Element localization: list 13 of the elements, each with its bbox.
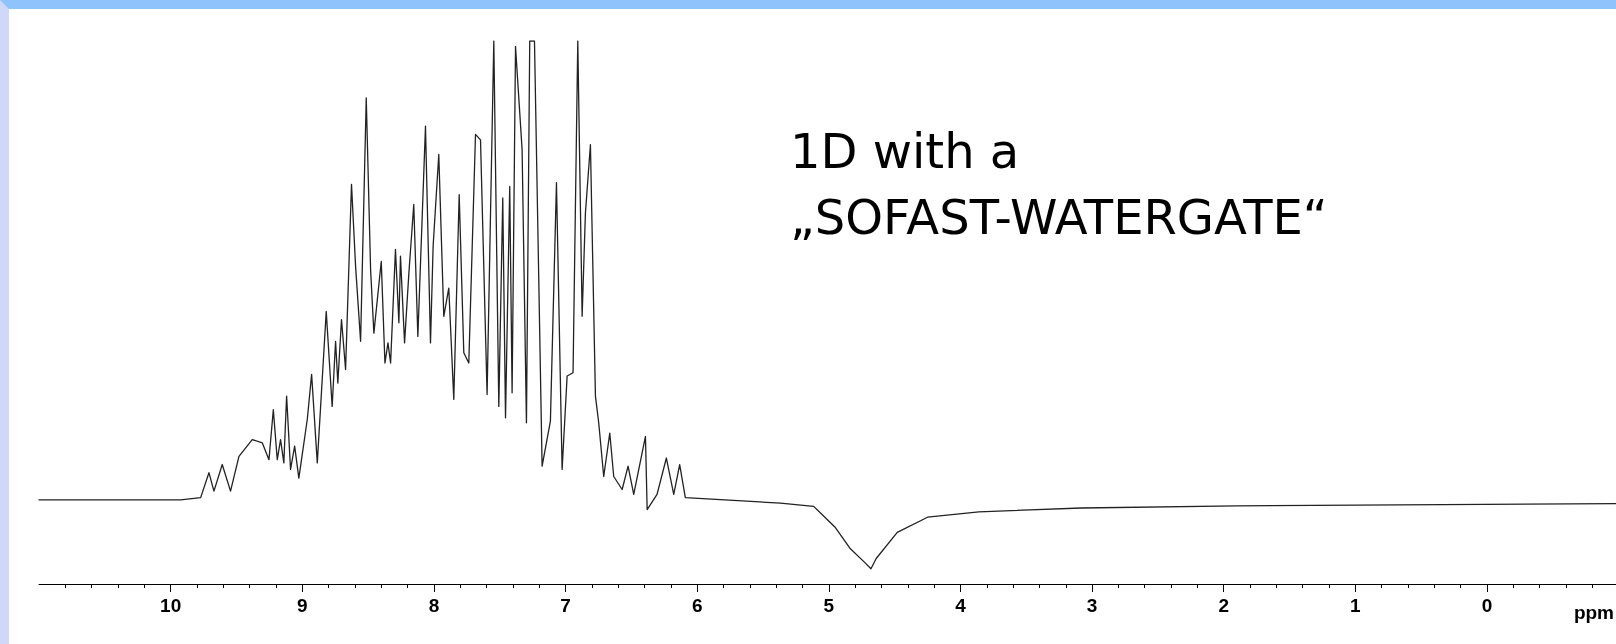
x-tick-label: 3 — [1086, 595, 1098, 616]
x-axis-title: ppm — [1573, 602, 1614, 623]
x-tick-label: 4 — [955, 595, 967, 616]
x-tick-label: 2 — [1218, 595, 1230, 616]
annotation: 1D with a „SOFAST-WATERGATE“ — [790, 123, 1328, 245]
x-tick-label: 1 — [1350, 595, 1362, 616]
x-tick-label: 8 — [428, 595, 440, 616]
x-tick-label: 6 — [691, 595, 703, 616]
x-tick-label: 10 — [160, 595, 182, 616]
x-tick-label: 9 — [296, 595, 308, 616]
x-tick-label: 0 — [1481, 595, 1493, 616]
x-tick-label: 7 — [560, 595, 571, 616]
x-tick-label: 5 — [823, 595, 835, 616]
